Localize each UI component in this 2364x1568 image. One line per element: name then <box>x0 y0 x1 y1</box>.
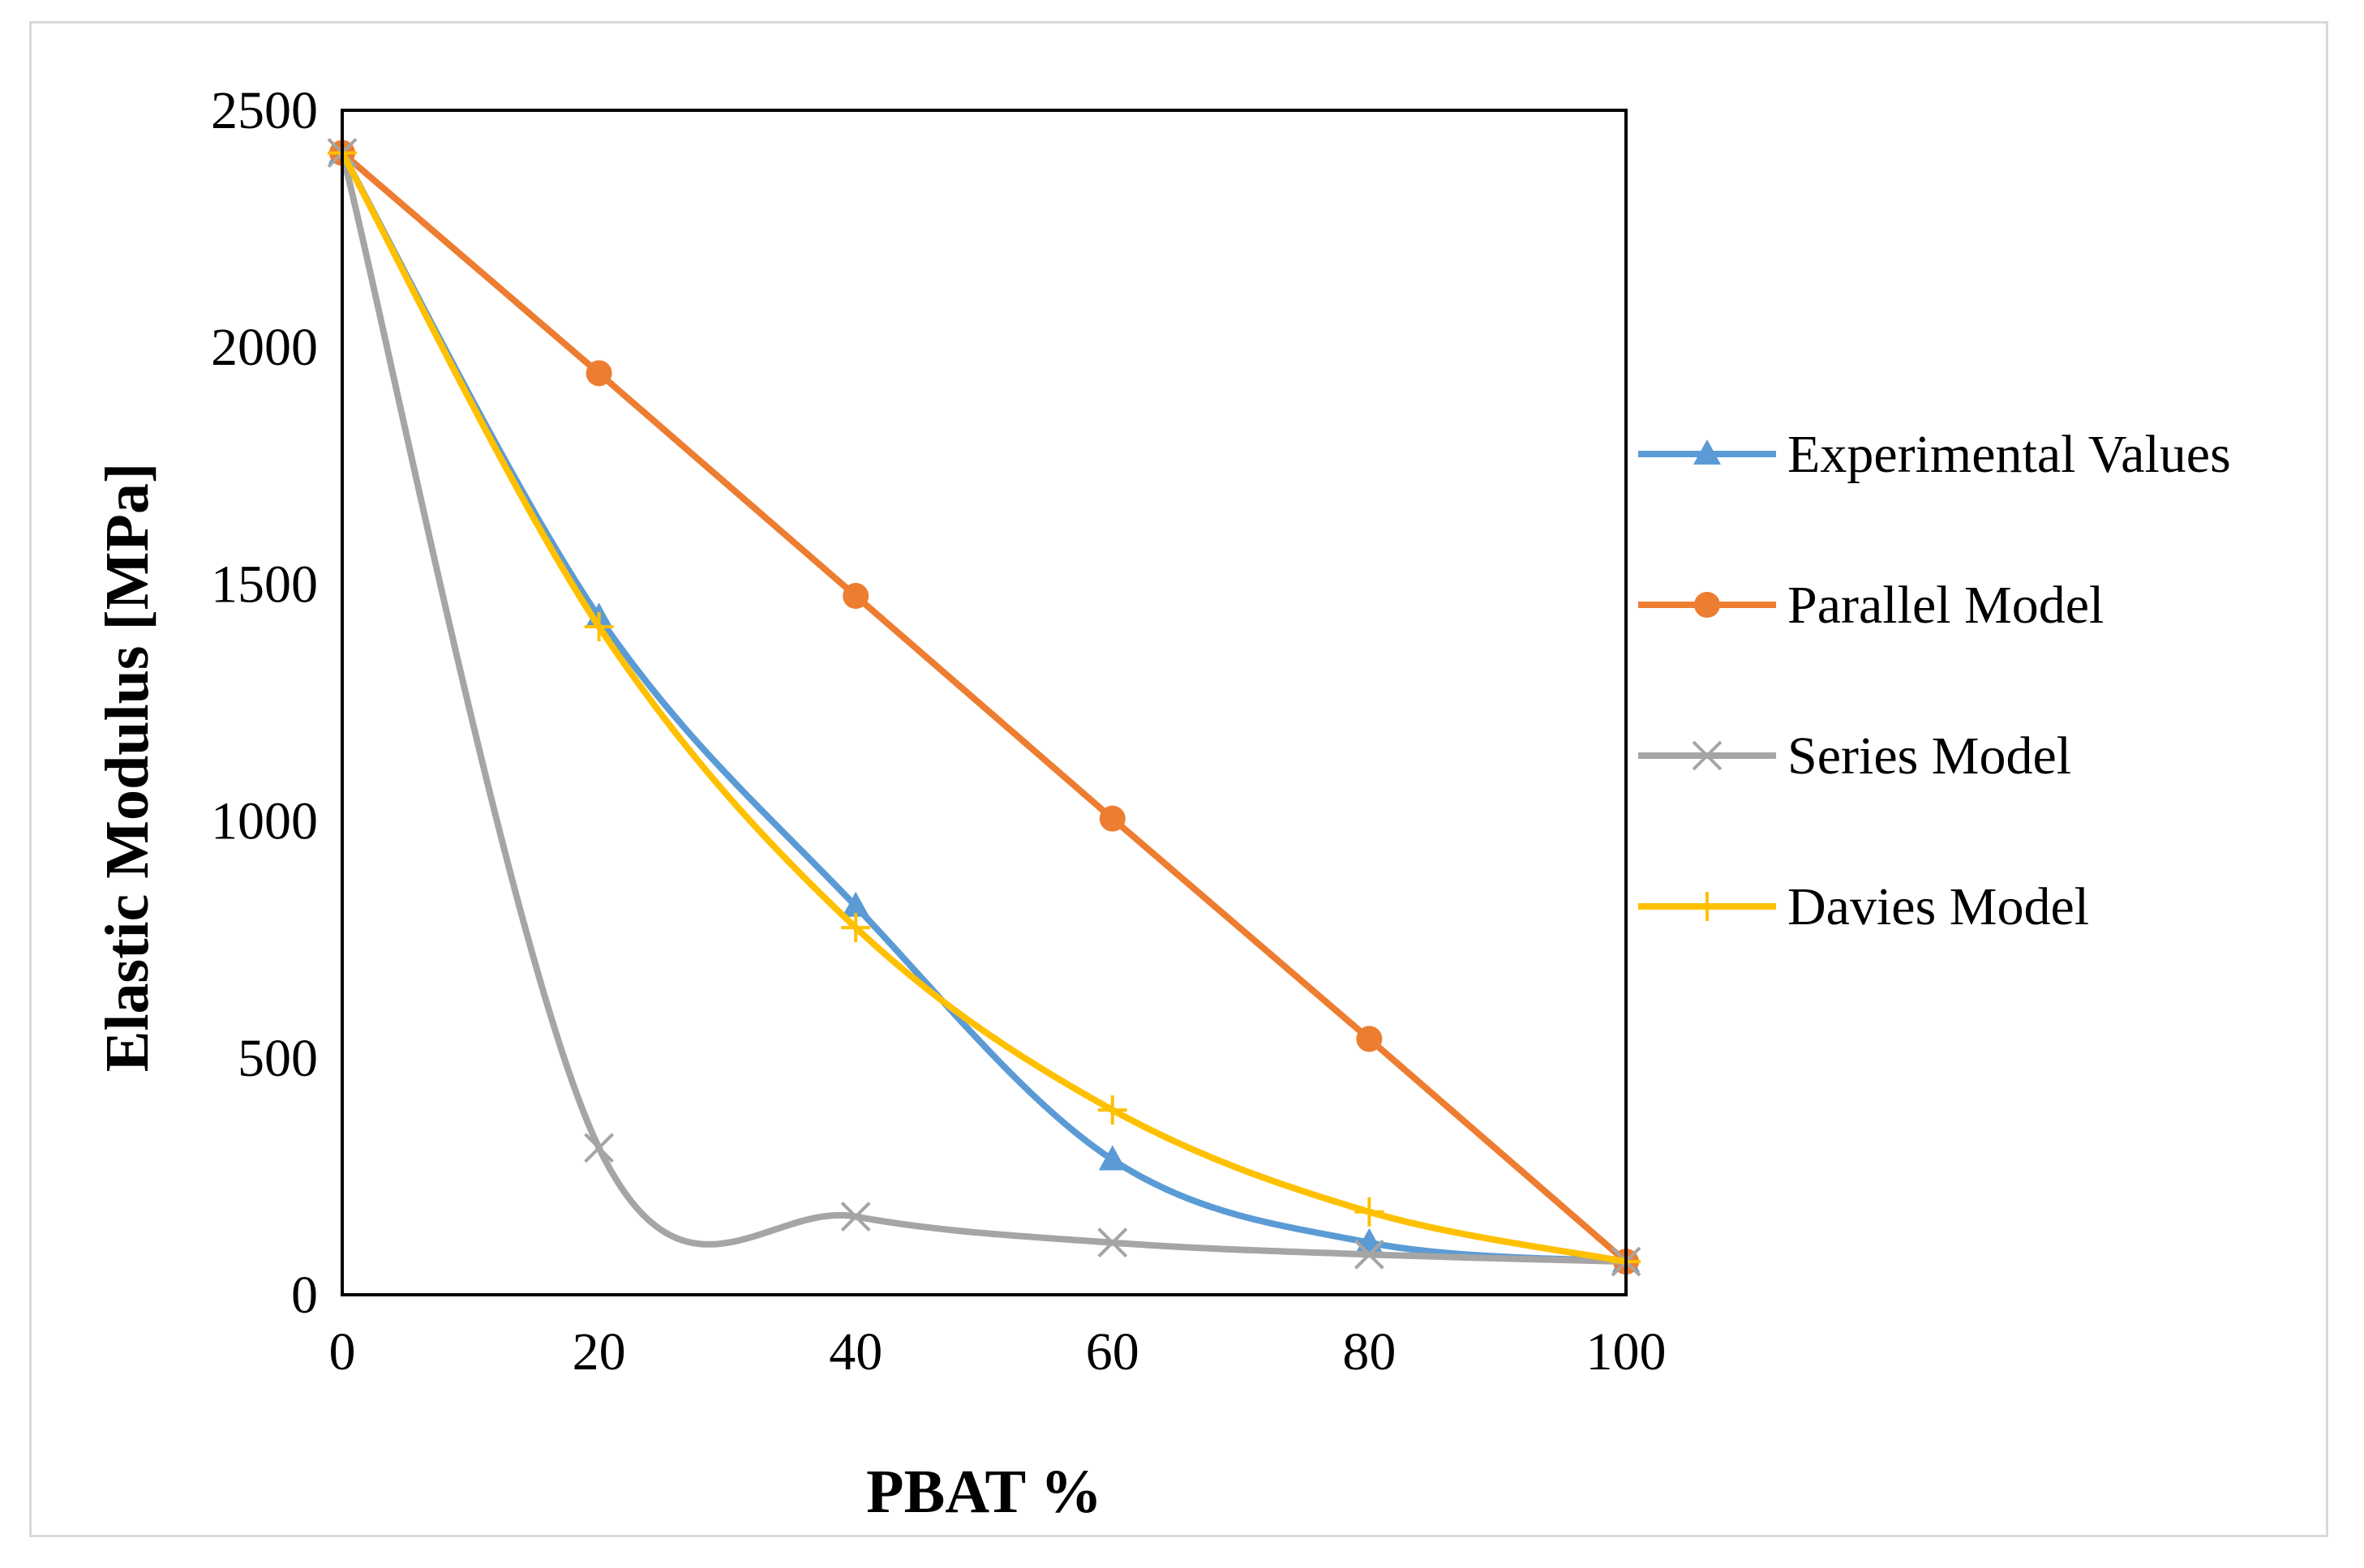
x-tick-label: 100 <box>1586 1322 1667 1382</box>
data-point <box>1097 1095 1127 1125</box>
y-tick-label: 1500 <box>211 555 318 614</box>
x-tick-label: 60 <box>1086 1322 1139 1382</box>
data-point <box>1098 1145 1126 1171</box>
x-tick-label: 0 <box>329 1322 356 1382</box>
data-point <box>1097 1227 1128 1258</box>
chart-frame <box>29 21 2328 1537</box>
data-point <box>584 611 614 641</box>
y-tick-label: 0 <box>291 1266 318 1325</box>
legend: Experimental Values Parallel Model Series … <box>1638 425 2231 936</box>
legend-marker <box>1693 892 1722 921</box>
y-tick-label: 2500 <box>211 81 318 140</box>
legend-label: Series Model <box>1787 726 2071 786</box>
x-tick-label: 40 <box>829 1322 882 1382</box>
x-tick-labels: 0 20 40 60 80 100 <box>329 1322 1667 1382</box>
series-2 <box>327 138 1641 1277</box>
legend-label: Parallel Model <box>1787 576 2104 635</box>
series-1 <box>329 139 1639 1275</box>
data-point <box>842 891 870 917</box>
data-point <box>586 360 612 387</box>
y-tick-label: 2000 <box>211 318 318 377</box>
plot-area <box>341 109 1628 1296</box>
legend-item: Experimental Values <box>1638 425 2231 484</box>
x-tick-label: 80 <box>1342 1322 1396 1382</box>
legend-label: Davies Model <box>1787 877 2089 936</box>
y-axis-title: Elastic Modulus [MPa] <box>93 463 161 1073</box>
x-tick-label: 20 <box>573 1322 626 1382</box>
y-tick-label: 1000 <box>211 792 318 851</box>
data-point <box>1356 1026 1383 1052</box>
data-point <box>843 583 869 610</box>
legend-item: Series Model <box>1638 726 2071 786</box>
data-point <box>1354 1197 1384 1227</box>
y-tick-labels: 0 500 1000 1500 2000 2500 <box>211 81 318 1325</box>
legend-marker <box>1692 740 1723 771</box>
legend-marker <box>1693 439 1721 465</box>
data-point <box>841 913 871 943</box>
data-point <box>1099 805 1126 832</box>
data-point <box>1354 1239 1384 1270</box>
plot-series-group <box>327 138 1641 1277</box>
series-line <box>340 150 1628 1265</box>
legend-item: Parallel Model <box>1638 576 2104 635</box>
data-point <box>840 1202 871 1232</box>
y-tick-label: 500 <box>238 1029 318 1088</box>
x-axis-title: PBAT % <box>866 1458 1102 1526</box>
data-point <box>584 1133 615 1163</box>
legend-marker <box>1694 592 1720 618</box>
legend-label: Experimental Values <box>1787 425 2231 484</box>
legend-item: Davies Model <box>1638 877 2089 936</box>
